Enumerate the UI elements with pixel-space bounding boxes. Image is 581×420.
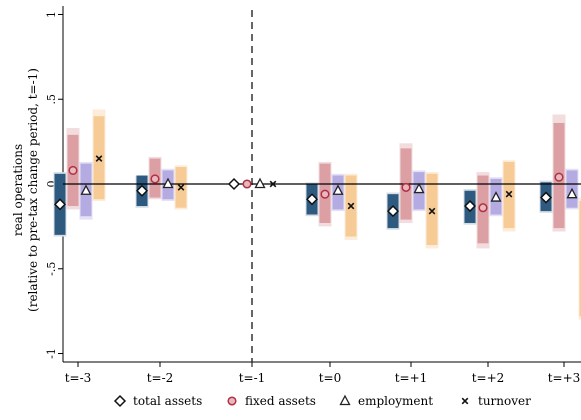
legend: total assets fixed assets employment turnov…: [113, 394, 531, 408]
data-point-circle: [320, 189, 330, 199]
data-point-diamond: [463, 199, 477, 213]
ci90-bar: [426, 173, 438, 246]
data-point-diamond: [53, 198, 67, 211]
data-point-cross: [505, 190, 513, 198]
data-point-diamond: [539, 191, 553, 204]
legend-label: employment: [358, 394, 433, 408]
y-axis-label: real operations (relative to pre-tax cha…: [11, 68, 40, 312]
legend-label: turnover: [478, 394, 531, 408]
data-point-triangle: [566, 187, 578, 199]
y-tick-label: 0: [45, 181, 58, 188]
x-tick-label: t=0: [319, 371, 342, 385]
data-point-circle: [150, 174, 160, 184]
x-tick-label: t=+1: [395, 371, 428, 385]
legend-marker-cross: [461, 397, 469, 405]
data-point-cross: [269, 180, 277, 188]
data-point-cross: [95, 155, 103, 162]
data-point-diamond: [386, 205, 400, 218]
legend-item: fixed assets: [227, 394, 316, 408]
data-point-circle: [554, 172, 564, 182]
data-point-cross: [177, 184, 185, 191]
legend-marker-circle: [227, 396, 237, 406]
data-point-triangle: [413, 182, 425, 194]
y-tick-label: -.5: [45, 262, 58, 276]
data-point-cross: [428, 207, 436, 215]
data-point-diamond: [305, 193, 319, 206]
data-point-circle: [242, 179, 252, 189]
data-point-circle: [401, 182, 411, 192]
data-point-diamond: [227, 177, 241, 191]
legend-item: total assets: [113, 394, 202, 408]
legend-marker-diamond: [113, 394, 127, 408]
data-point-cross: [347, 202, 355, 210]
y-tick-label: -1: [45, 348, 58, 359]
data-point-triangle: [254, 177, 266, 189]
plot-area: 1 .5 0 -.5 -1 t=-3 t=-2 t=-1 t=0 t=+1 t=+2 t=+3: [45, 6, 581, 385]
legend-marker-triangle: [339, 394, 351, 406]
y-axis-label-line-2: (relative to pre-tax change period, t=-1…: [26, 68, 40, 312]
legend-label: total assets: [133, 394, 202, 408]
data-point-triangle: [162, 177, 174, 189]
y-axis-label-line-1: real operations: [11, 144, 25, 236]
ci90-bar: [579, 200, 581, 317]
y-tick-label: .5: [45, 94, 58, 105]
data-point-triangle: [490, 191, 502, 202]
x-tick-label: t=-2: [147, 371, 174, 385]
legend-label: fixed assets: [245, 394, 316, 408]
legend-item: turnover: [461, 394, 531, 408]
data-point-diamond: [135, 184, 149, 197]
data-point-circle: [478, 203, 488, 213]
legend-item: employment: [339, 394, 433, 408]
data-point-circle: [68, 165, 78, 175]
data-point-triangle: [80, 184, 92, 195]
data-point-triangle: [332, 184, 344, 195]
x-tick-label: t=+3: [548, 371, 581, 385]
x-tick-label: t=-1: [239, 371, 266, 385]
x-tick-label: t=+2: [472, 371, 505, 385]
x-tick-label: t=-3: [65, 371, 92, 385]
y-tick-label: 1: [45, 11, 58, 18]
